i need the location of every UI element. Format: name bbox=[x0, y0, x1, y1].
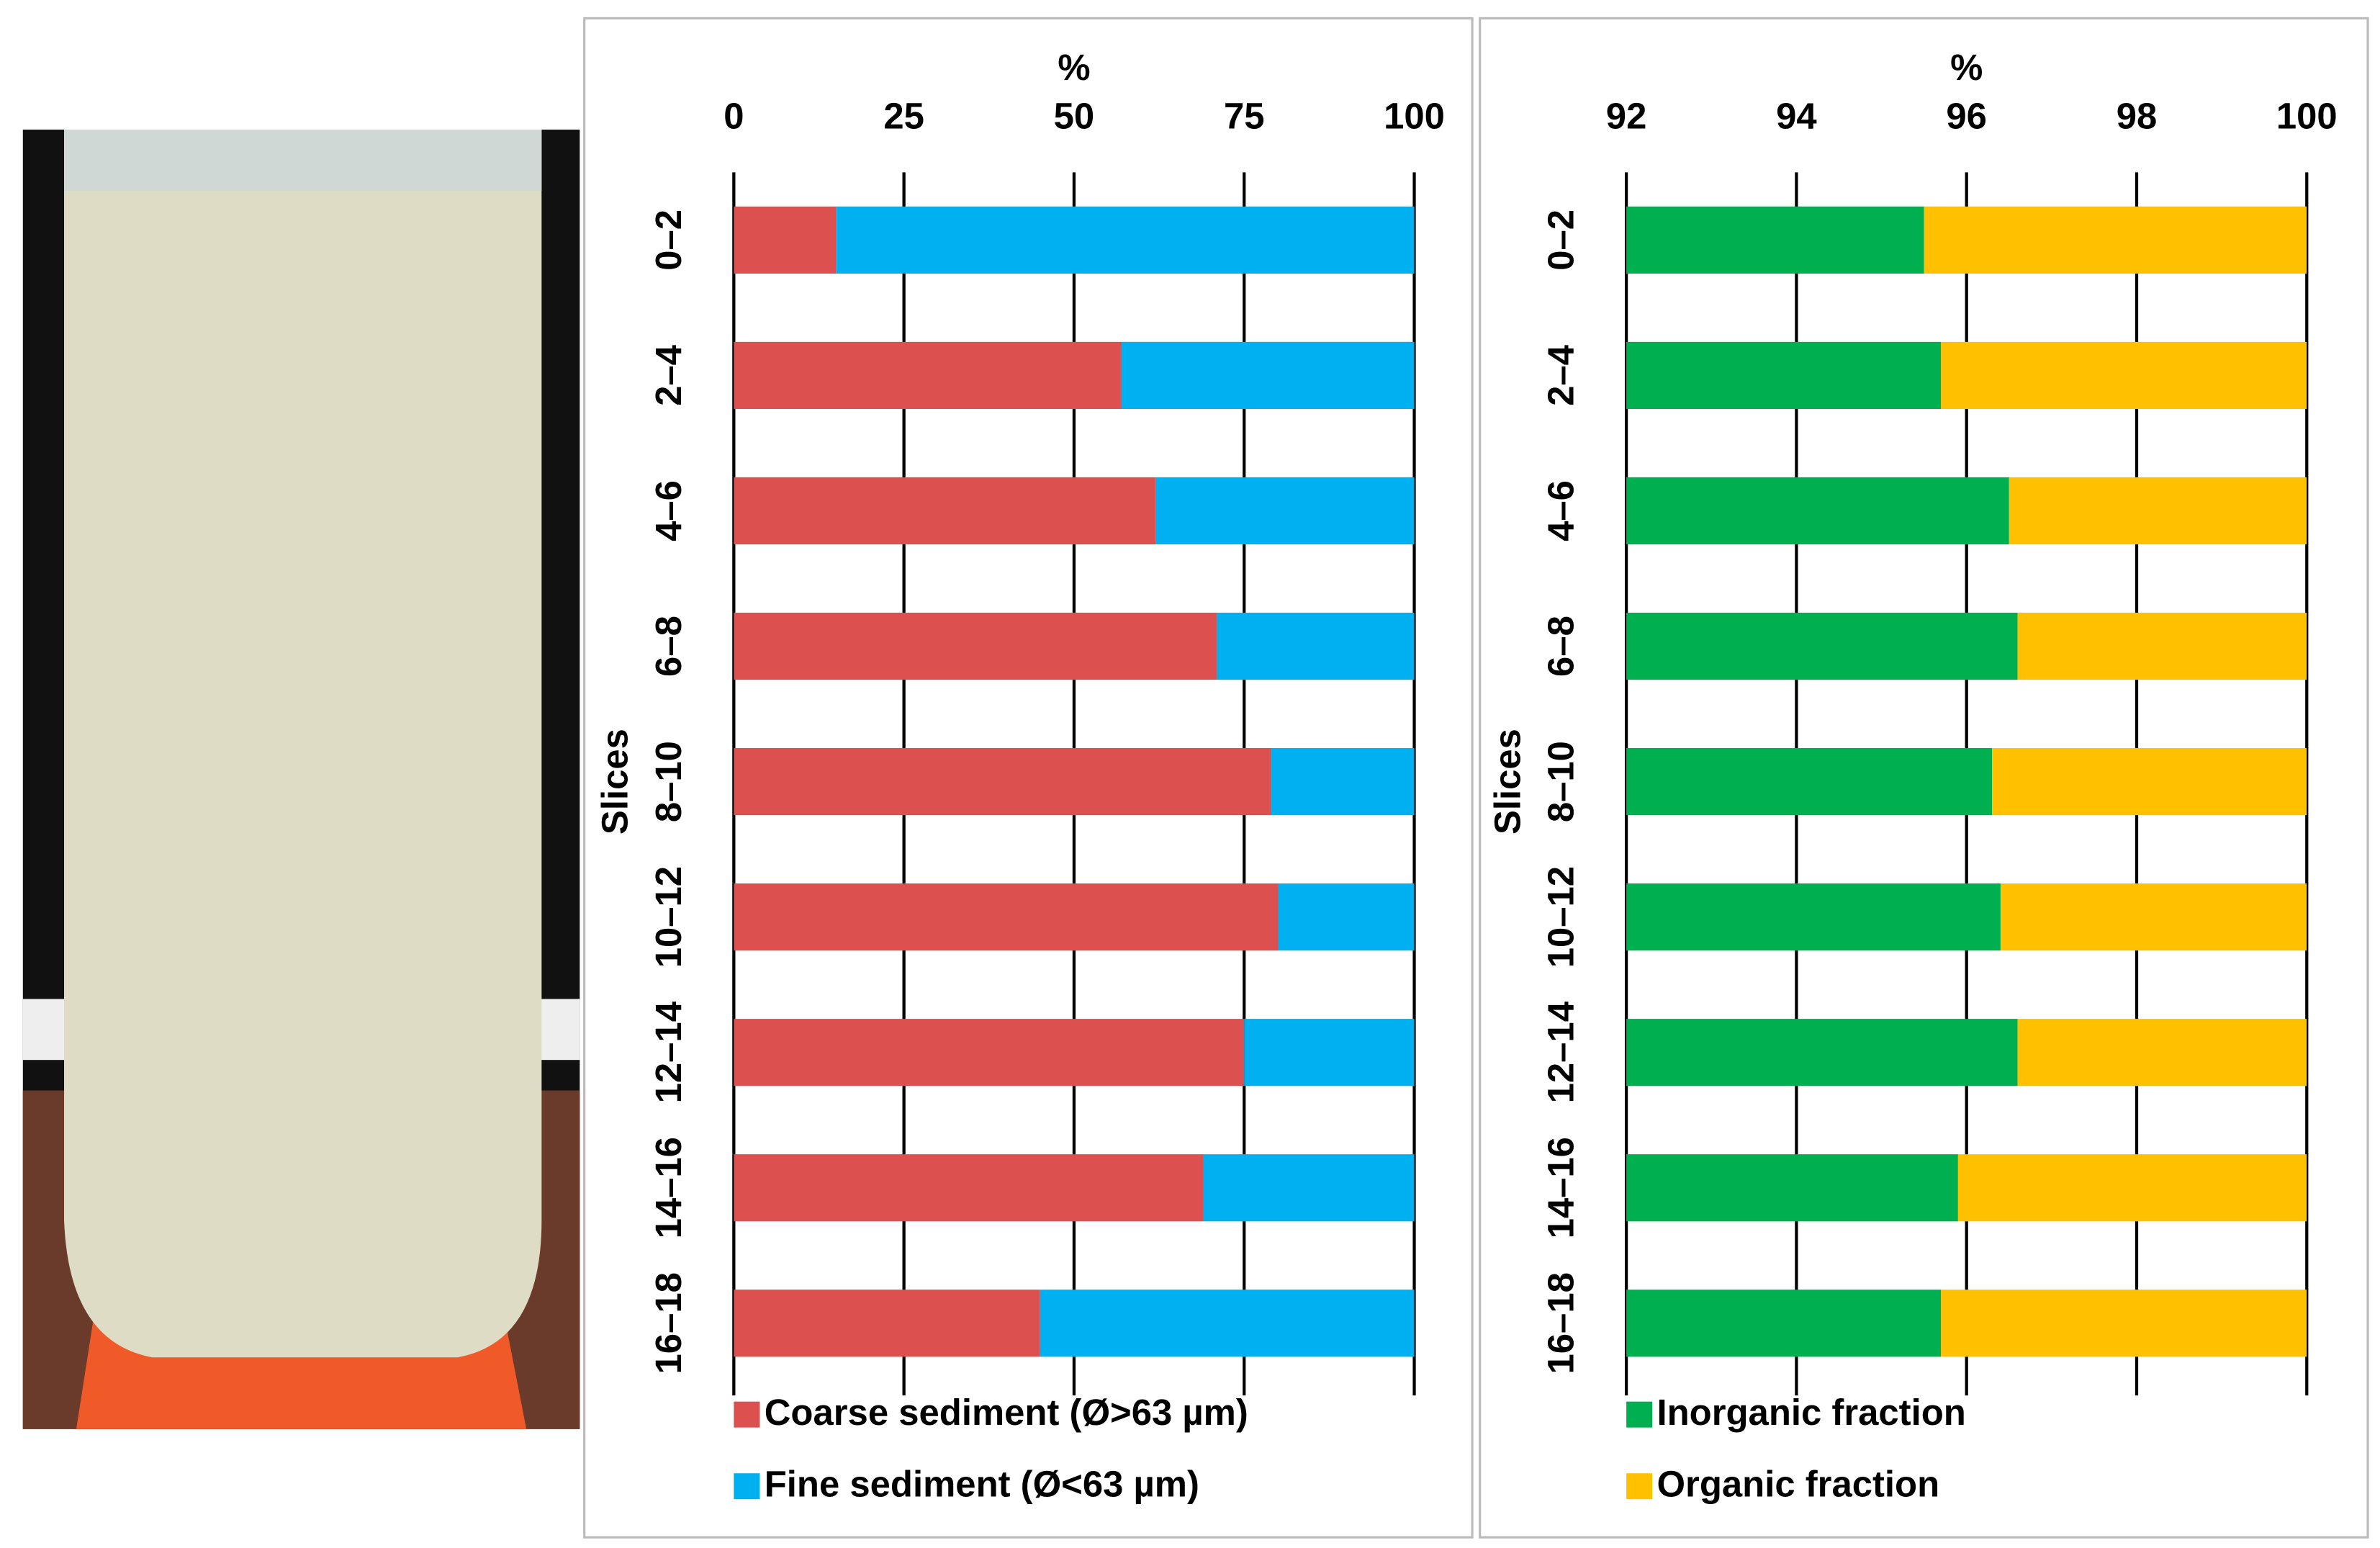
bar bbox=[2017, 612, 2307, 680]
x-tick-label: 100 bbox=[1384, 96, 1445, 137]
y-tick-label: 8–10 bbox=[648, 741, 689, 822]
bar bbox=[1626, 206, 1924, 274]
chart: % 0 25 50 75 100 0–2 2–4 4–6 6–8 8–10 10–12 12–14 14–… bbox=[595, 47, 1445, 1505]
y-tick-label: 14–16 bbox=[1541, 1137, 1582, 1238]
x-axis-label: % bbox=[1058, 47, 1090, 88]
legend-label: Fine sediment (Ø<63 µm) bbox=[765, 1464, 1199, 1505]
y-tick-label: 16–18 bbox=[1541, 1272, 1582, 1374]
bar bbox=[1203, 1154, 1415, 1222]
y-tick-label: 8–10 bbox=[1541, 741, 1582, 822]
bar bbox=[734, 883, 1279, 951]
x-tick-label: 94 bbox=[1776, 96, 1817, 137]
y-tick-label: 0–2 bbox=[1541, 210, 1582, 271]
bar bbox=[2000, 883, 2307, 951]
bar bbox=[1957, 1154, 2307, 1222]
legend-swatch bbox=[1626, 1401, 1653, 1428]
bar bbox=[1626, 1154, 1958, 1222]
panel-border bbox=[583, 17, 1474, 1539]
legend-swatch bbox=[734, 1473, 760, 1500]
y-tick-label: 0–2 bbox=[648, 210, 689, 271]
bars bbox=[1626, 206, 2307, 1357]
chart: % 92 94 96 98 100 0–2 2–4 4–6 6–8 8–10 10–12 12–14 14… bbox=[1487, 47, 2338, 1505]
bar bbox=[734, 1019, 1245, 1086]
x-tick-label: 0 bbox=[724, 96, 744, 137]
x-tick-label: 75 bbox=[1224, 96, 1265, 137]
photo-water bbox=[64, 130, 542, 191]
y-tick-label: 2–4 bbox=[648, 345, 689, 406]
y-tick-label: 6–8 bbox=[648, 616, 689, 677]
bar bbox=[1941, 1290, 2307, 1357]
bar bbox=[1626, 1290, 1942, 1357]
bar bbox=[1626, 612, 2018, 680]
bar bbox=[2017, 1019, 2307, 1086]
bar bbox=[1122, 341, 1415, 410]
panel-border bbox=[1479, 17, 2369, 1539]
legend-label: Inorganic fraction bbox=[1656, 1392, 1965, 1433]
x-tick-label: 50 bbox=[1054, 96, 1095, 137]
photo bbox=[22, 130, 580, 1429]
y-tick-label: 10–12 bbox=[1541, 866, 1582, 968]
bar bbox=[1244, 1019, 1415, 1086]
x-tick-label: 98 bbox=[2117, 96, 2158, 137]
y-tick-label: 12–14 bbox=[1541, 1002, 1582, 1103]
bar bbox=[2009, 477, 2307, 545]
bar bbox=[734, 747, 1272, 816]
bar bbox=[734, 206, 837, 274]
bar bbox=[1941, 341, 2307, 410]
bar bbox=[1278, 883, 1415, 951]
bar bbox=[734, 477, 1156, 545]
bar bbox=[1626, 341, 1942, 410]
bar bbox=[1924, 206, 2307, 274]
bar bbox=[734, 341, 1122, 410]
bar bbox=[1626, 883, 2001, 951]
bar bbox=[836, 206, 1415, 274]
x-tick-label: 25 bbox=[883, 96, 924, 137]
y-tick-label: 10–12 bbox=[648, 866, 689, 968]
bar bbox=[1271, 747, 1415, 816]
bar bbox=[1992, 747, 2307, 816]
y-tick-label: 14–16 bbox=[648, 1137, 689, 1238]
y-tick-label: 4–6 bbox=[648, 480, 689, 541]
x-tick-label: 92 bbox=[1606, 96, 1647, 137]
bar bbox=[1626, 747, 1993, 816]
y-tick-label: 4–6 bbox=[1541, 480, 1582, 541]
bar bbox=[1155, 477, 1415, 545]
y-tick-label: 6–8 bbox=[1541, 616, 1582, 677]
photo-tube bbox=[64, 130, 542, 1358]
y-tick-label: 16–18 bbox=[648, 1272, 689, 1374]
legend-swatch bbox=[1626, 1473, 1653, 1500]
bar bbox=[1040, 1290, 1415, 1357]
y-tick-label: 12–14 bbox=[648, 1002, 689, 1103]
y-tick-label: 2–4 bbox=[1541, 345, 1582, 406]
legend-label: Coarse sediment (Ø>63 µm) bbox=[765, 1392, 1248, 1433]
bar bbox=[734, 1154, 1204, 1222]
x-axis-label: % bbox=[1950, 47, 1983, 88]
bar bbox=[1217, 612, 1415, 680]
bar bbox=[1626, 477, 2009, 545]
bar bbox=[734, 1290, 1040, 1357]
bar bbox=[1626, 1019, 2018, 1086]
y-axis-label: Slices bbox=[595, 729, 636, 834]
legend-label: Organic fraction bbox=[1656, 1464, 1939, 1505]
x-tick-label: 100 bbox=[2276, 96, 2338, 137]
x-tick-label: 96 bbox=[1946, 96, 1987, 137]
bar bbox=[734, 612, 1217, 680]
legend-swatch bbox=[734, 1401, 760, 1428]
bars bbox=[734, 206, 1415, 1357]
y-axis-label: Slices bbox=[1487, 729, 1528, 834]
